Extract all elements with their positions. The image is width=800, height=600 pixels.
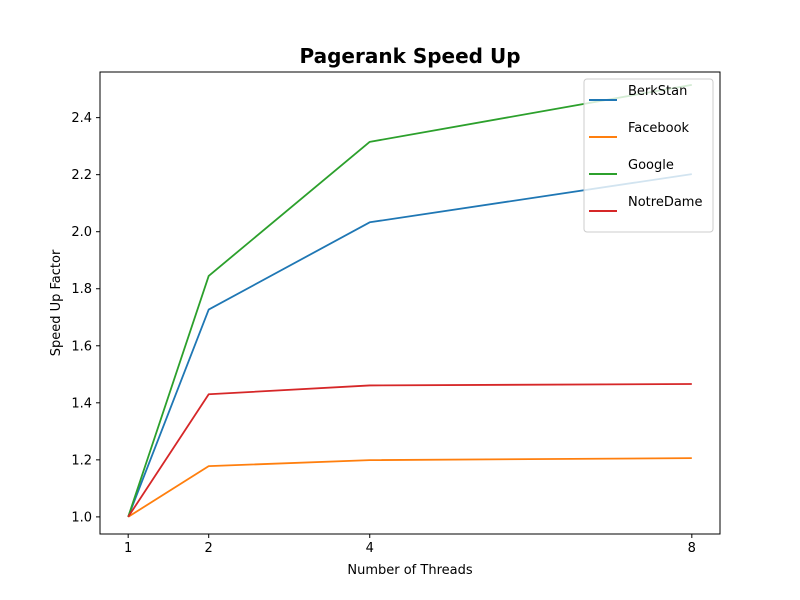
legend: BerkStan Facebook Google NotreDame — [583, 78, 714, 233]
legend-label: BerkStan — [628, 84, 687, 99]
series-line-facebook — [127, 457, 692, 518]
y-tick-label: 2.2 — [71, 168, 92, 183]
legend-label: Facebook — [628, 121, 690, 136]
y-tick-label: 1.8 — [71, 282, 92, 297]
y-tick-label: 1.0 — [71, 510, 92, 525]
x-tick-label: 1 — [124, 541, 132, 556]
x-tick-label: 8 — [688, 541, 696, 556]
y-axis-label: Speed Up Factor — [49, 249, 64, 356]
series-layer — [127, 83, 692, 518]
legend-box — [583, 78, 714, 233]
x-axis: 1 2 4 8 — [124, 534, 696, 556]
series-line-berkstan — [127, 173, 692, 518]
x-tick-label: 2 — [205, 541, 213, 556]
series-line-notredame — [127, 383, 692, 518]
y-tick-label: 1.2 — [71, 453, 92, 468]
series-line-google — [127, 83, 692, 518]
y-tick-label: 1.6 — [71, 339, 92, 354]
x-axis-label: Number of Threads — [347, 563, 472, 578]
y-tick-label: 1.4 — [71, 396, 92, 411]
chart-title: Pagerank Speed Up — [299, 44, 520, 68]
y-tick-label: 2.0 — [71, 225, 92, 240]
legend-label: Google — [628, 158, 674, 173]
y-axis: 1.0 1.2 1.4 1.6 1.8 2.0 2.2 2.4 — [71, 111, 100, 525]
y-tick-label: 2.4 — [71, 111, 92, 126]
x-tick-label: 4 — [366, 541, 374, 556]
legend-label: NotreDame — [628, 195, 702, 210]
